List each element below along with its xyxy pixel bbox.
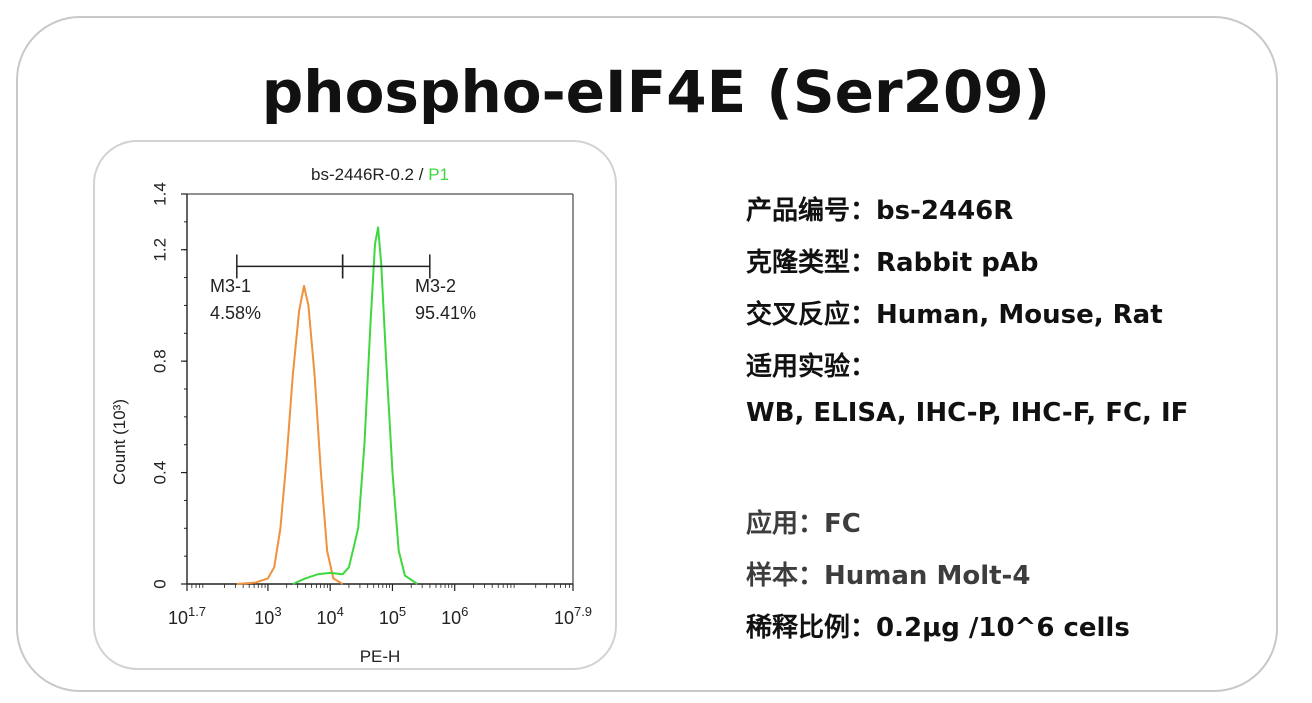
application-value: FC: [824, 509, 861, 539]
x-tick-base: 10: [554, 608, 574, 628]
product-title: phospho-eIF4E (Ser209): [261, 58, 1051, 126]
y-tick-label: 1.2: [150, 238, 169, 262]
x-tick-exponent: 1.7: [188, 604, 206, 619]
y-axis-label: Count (10³): [110, 399, 129, 485]
application-label: 应用：: [746, 509, 825, 539]
x-tick-base: 10: [441, 608, 461, 628]
application-line: 稀释比例：0.2μg /10^6 cells: [746, 607, 1130, 644]
info-line: 产品编号：bs-2446R: [746, 190, 1013, 227]
application-value: 0.2μg /10^6 cells: [876, 613, 1130, 643]
x-tick-exponent: 3: [274, 604, 281, 619]
application-label: 样本：: [746, 561, 825, 591]
y-tick-label: 0.4: [150, 461, 169, 485]
x-tick-exponent: 7.9: [574, 604, 592, 619]
info-label: 交叉反应：: [746, 300, 877, 330]
application-line: 应用：FC: [746, 503, 861, 540]
flow-histogram: bs-2446R-0.2 / P1 0 0.4 0.8 1.2 1.4 Count (10³…: [110, 165, 592, 666]
gate-name: M3-1: [210, 276, 251, 296]
application-value: Human Molt-4: [824, 561, 1031, 591]
x-tick-base: 10: [379, 608, 399, 628]
info-line: 交叉反应：Human, Mouse, Rat: [746, 294, 1163, 331]
gate-name: M3-2: [415, 276, 456, 296]
x-tick-label: 105: [379, 604, 406, 628]
x-tick-label: 107.9: [554, 604, 592, 628]
info-value: Human, Mouse, Rat: [876, 300, 1163, 330]
y-tick-label: 0: [150, 579, 169, 588]
x-tick-base: 10: [317, 608, 337, 628]
info-value: bs-2446R: [876, 196, 1014, 226]
y-tick-label: 1.4: [150, 182, 169, 206]
histogram-series: [236, 284, 344, 585]
x-tick-base: 10: [168, 608, 188, 628]
x-axis-label: PE-H: [360, 647, 401, 666]
histogram-series: [292, 226, 418, 585]
x-tick-exponent: 5: [399, 604, 406, 619]
application-label: 稀释比例：: [746, 613, 877, 643]
chart-title-gate: P1: [428, 165, 449, 184]
x-tick-label: 101.7: [168, 604, 206, 628]
info-line: WB, ELISA, IHC-P, IHC-F, FC, IF: [746, 398, 1188, 428]
info-value: Rabbit pAb: [876, 248, 1039, 278]
x-tick-exponent: 6: [461, 604, 468, 619]
x-tick-exponent: 4: [337, 604, 344, 619]
y-tick-label: 0.8: [150, 349, 169, 373]
x-tick-label: 104: [317, 604, 344, 628]
gate-percent: 95.41%: [415, 303, 476, 323]
info-label: 适用实验：: [746, 352, 877, 382]
info-line: 克隆类型：Rabbit pAb: [746, 242, 1039, 279]
chart-panel: bs-2446R-0.2 / P1 0 0.4 0.8 1.2 1.4 Count (10³…: [93, 140, 617, 670]
info-line: 适用实验：: [746, 346, 876, 383]
x-tick-label: 103: [254, 604, 281, 628]
info-label: 克隆类型：: [746, 248, 877, 278]
gate-percent: 4.58%: [210, 303, 261, 323]
x-tick-base: 10: [254, 608, 274, 628]
application-line: 样本：Human Molt-4: [746, 555, 1030, 592]
info-value: WB, ELISA, IHC-P, IHC-F, FC, IF: [746, 398, 1189, 428]
info-label: 产品编号：: [746, 196, 877, 226]
x-tick-label: 106: [441, 604, 468, 628]
chart-title: bs-2446R-0.2 / P1: [311, 165, 449, 184]
chart-title-sample: bs-2446R-0.2 /: [311, 165, 428, 184]
